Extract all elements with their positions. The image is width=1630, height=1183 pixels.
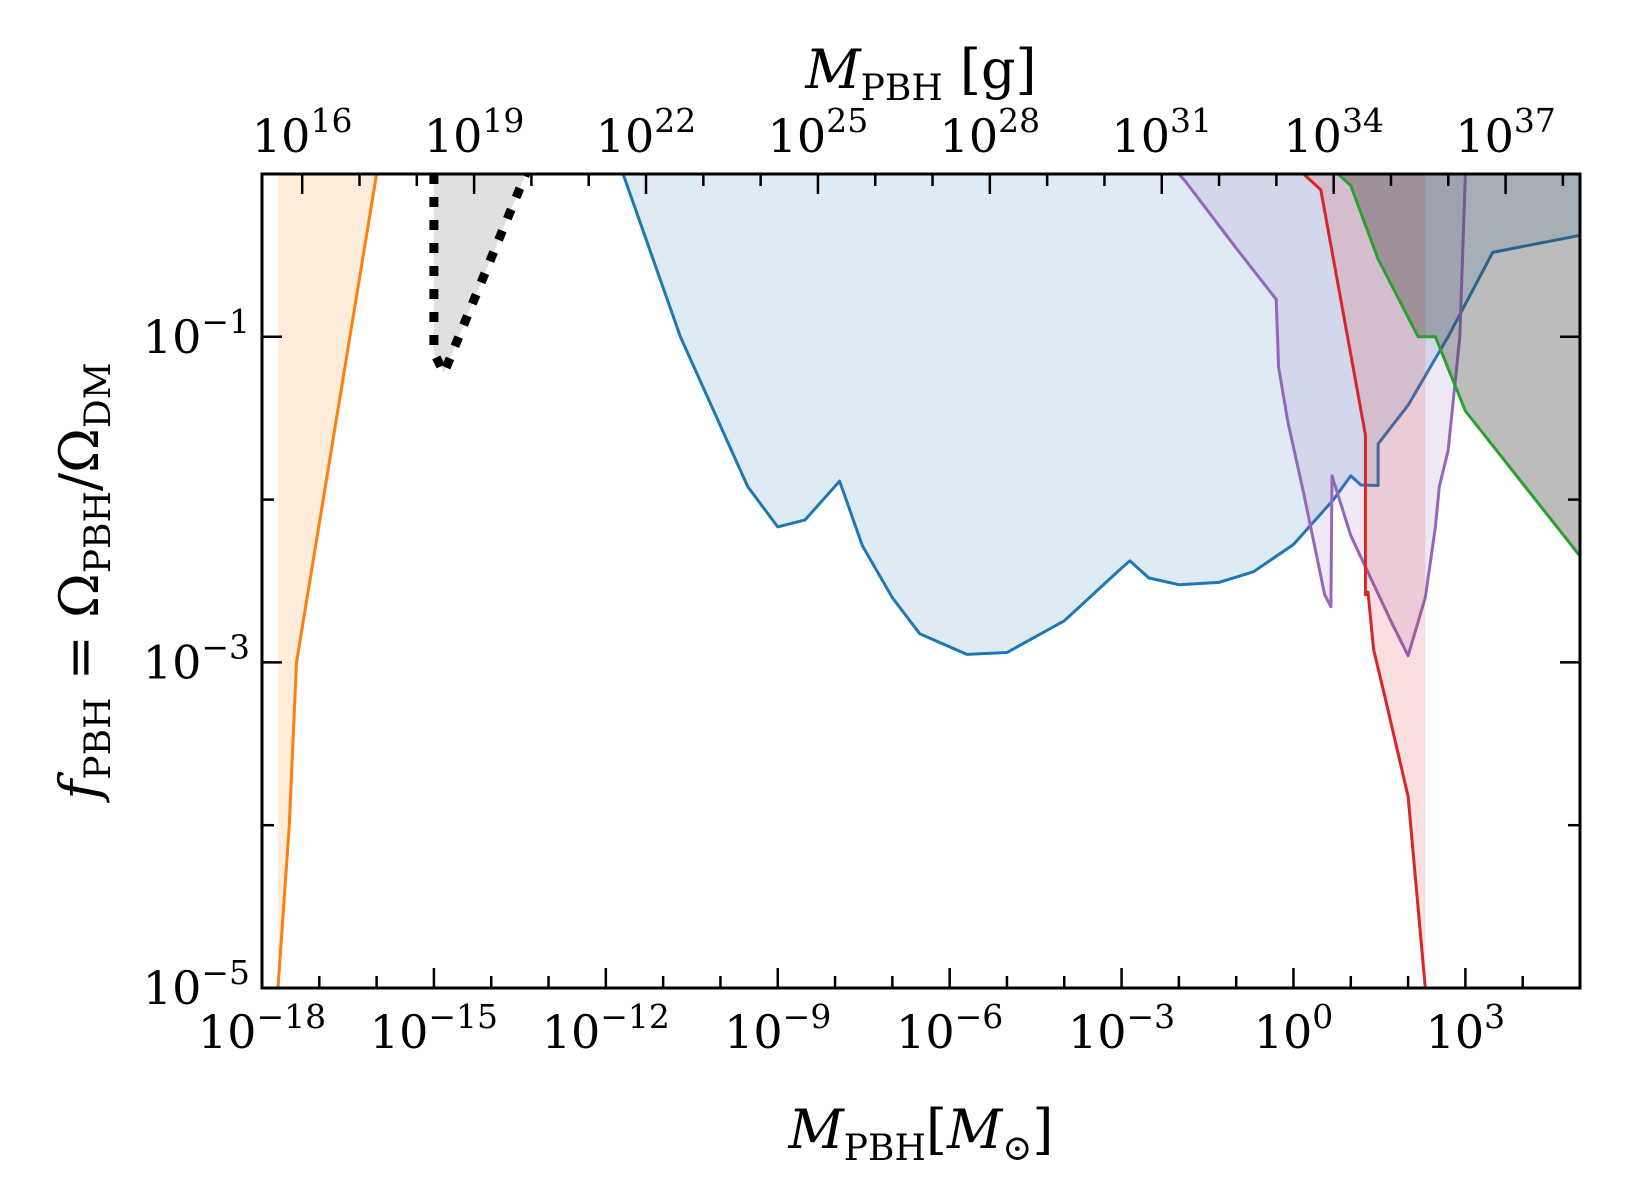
region-boundary-0 [276,174,379,988]
x2-tick-label: 1037 [1455,101,1556,163]
x-tick-label: 103 [1426,997,1506,1059]
x2-tick-label: 1019 [424,101,525,163]
x2-tick-label: 1022 [596,101,697,163]
x2-tick-label: 1025 [768,101,869,163]
y-axis-title: fPBH = ΩPBH/ΩDM [48,362,119,803]
region-boundary-4 [1337,174,1580,558]
plot-axes [260,172,1582,990]
top-axis-title: MPBH [g] [804,38,1036,109]
y-tick-label: 10−3 [143,627,250,689]
region-boundary-5 [429,174,530,378]
x2-tick-label: 1028 [940,101,1041,163]
x-axis-title: MPBH[M⊙] [788,1098,1054,1169]
x2-tick-label: 1031 [1111,101,1212,163]
x-tick-label: 10−9 [724,997,831,1059]
region-boundary-2 [1177,174,1467,658]
constraint-regions [262,174,1580,988]
x2-tick-label: 1016 [252,101,353,163]
x-tick-label: 10−6 [896,997,1003,1059]
region-fill-4 [1338,174,1580,557]
region-boundary-1 [621,174,1580,656]
x-tick-label: 10−18 [198,997,326,1059]
x-tick-label: 100 [1254,997,1334,1059]
x-tick-label: 10−12 [542,997,670,1059]
region-fill-3 [1303,174,1426,988]
region-fill-5 [433,174,526,373]
region-fill-2 [1178,174,1466,656]
y-tick-label: 10−1 [143,302,250,364]
region-fill-0 [278,174,377,988]
x-tick-label: 10−15 [370,997,498,1059]
axis-ticks: 10−18 10−15 10−12 10−9 10−6 10−3 100 103 10−5 10−… [143,101,1582,1059]
x2-tick-label: 1034 [1283,101,1384,163]
region-boundary-3 [1302,174,1427,988]
x-tick-label: 10−3 [1068,997,1175,1059]
plot-frame [260,172,1582,990]
y-tick-label: 10−5 [143,953,250,1015]
